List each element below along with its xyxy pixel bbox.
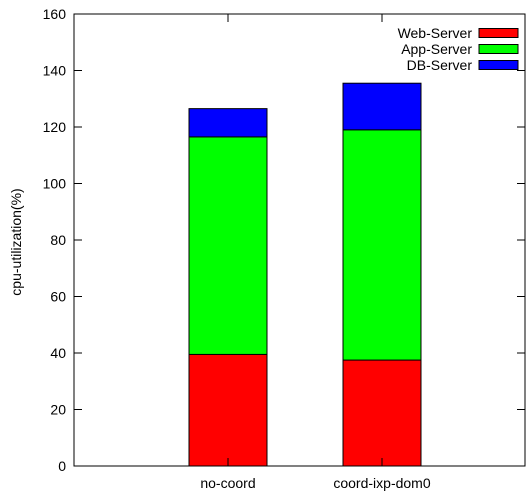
plot-frame: [73, 13, 526, 467]
legend-label-app-server: App-Server: [401, 41, 472, 57]
y-tick-label: 100: [43, 176, 67, 192]
legend-swatch-web-server: [478, 28, 519, 38]
bar-db-server-no-coord: [188, 108, 268, 138]
y-tick-label: 60: [50, 289, 66, 305]
bar-app-server-coord-ixp-dom0: [342, 129, 422, 361]
legend-label-web-server: Web-Server: [398, 25, 473, 41]
x-tick-label: no-coord: [200, 475, 255, 491]
y-tick-label: 120: [43, 119, 67, 135]
y-tick-label: 0: [58, 458, 66, 474]
chart-axes: 0 20 40 60 80 100 120 140 160 no-coord coord-ixp-d…: [43, 6, 526, 491]
y-tick-label: 40: [50, 345, 66, 361]
y-tick-label: 80: [50, 232, 66, 248]
chart-marks: [188, 82, 422, 467]
bar-web-server-coord-ixp-dom0: [342, 359, 422, 467]
y-tick-label: 160: [43, 6, 67, 22]
y-tick-label: 20: [50, 402, 66, 418]
legend-swatch-app-server: [478, 44, 519, 54]
x-tick-label: coord-ixp-dom0: [333, 475, 430, 491]
y-tick-label: 140: [43, 63, 67, 79]
bar-db-server-coord-ixp-dom0: [342, 82, 422, 131]
y-axis-label: cpu-utilization(%): [8, 188, 24, 295]
legend-swatch-db-server: [478, 60, 519, 70]
bar-web-server-no-coord: [188, 353, 268, 467]
bar-app-server-no-coord: [188, 136, 268, 355]
legend-label-db-server: DB-Server: [407, 57, 473, 73]
